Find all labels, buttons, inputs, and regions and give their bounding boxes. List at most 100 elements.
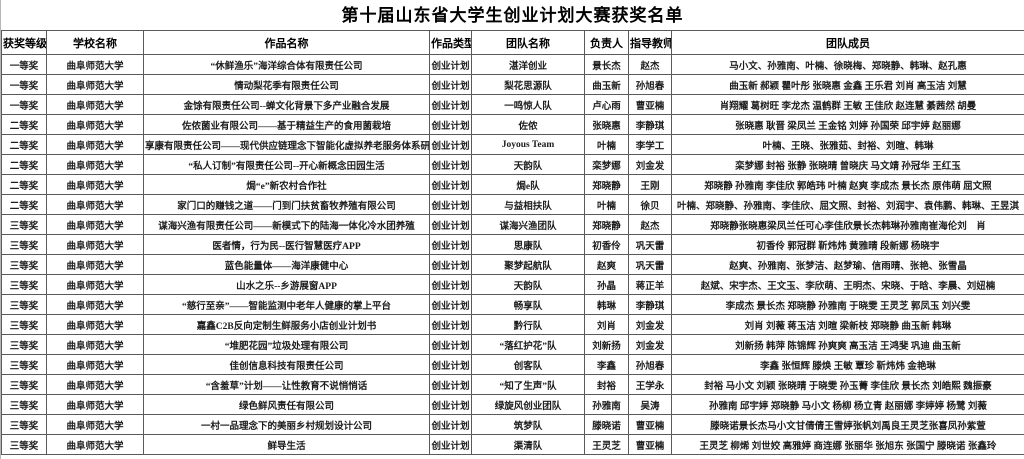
cell-award-level: 三等奖 — [1, 334, 47, 355]
table-row: 三等奖 曲阜师范大学 佳创信息科技有限责任公司 创业计划 创客队 李鑫 孙旭春 … — [1, 354, 1024, 375]
cell-award-level: 二等奖 — [1, 114, 47, 135]
cell-work-name: 一村一品理念下的美丽乡村规划设计公司 — [143, 414, 430, 435]
cell-advisor: 孙旭春 — [628, 354, 672, 375]
cell-award-level: 一等奖 — [1, 54, 47, 75]
cell-work-type: 创业计划 — [429, 114, 472, 135]
cell-team-name: 渠清队 — [471, 434, 585, 455]
cell-work-type: 创业计划 — [429, 434, 472, 455]
cell-leader: 刘肖 — [584, 314, 629, 335]
cell-team-name: 绿旋风创业团队 — [471, 394, 585, 415]
cell-school-name: 曲阜师范大学 — [46, 314, 144, 335]
cell-team-members: 张晓惠 耿晋 梁凤兰 王金铭 刘婷 孙国荣 邱宇婷 赵丽娜 — [671, 114, 1024, 135]
header-team-members: 团队成员 — [671, 30, 1024, 55]
header-row: 获奖等级 学校名称 作品名称 作品类型 团队名称 负责人 指导教师 团队成员 — [1, 30, 1024, 55]
table-row: 三等奖 曲阜师范大学 嘉鑫C2B反向定制生鲜服务小店创业计划书 创业计划 黔行队… — [1, 314, 1024, 335]
cell-award-level: 一等奖 — [1, 94, 47, 115]
cell-advisor: 李学工 — [628, 134, 672, 155]
cell-work-name: 鲜导生活 — [143, 434, 430, 455]
cell-award-level: 二等奖 — [1, 154, 47, 175]
cell-work-name: 家门口的赚钱之道——门到门扶贫畜牧养殖有限公司 — [143, 194, 430, 215]
cell-team-members: 王灵芝 柳烯 刘世姣 高雅婷 商连娜 张丽华 张旭东 张国宁 滕晓诺 张鑫玲 — [671, 434, 1024, 455]
cell-leader: 赵爽 — [584, 254, 629, 275]
cell-school-name: 曲阜师范大学 — [46, 114, 144, 135]
table-row: 二等奖 曲阜师范大学 家门口的赚钱之道——门到门扶贫畜牧养殖有限公司 创业计划 … — [1, 194, 1024, 215]
cell-work-name: 佳创信息科技有限责任公司 — [143, 354, 430, 375]
header-team-name: 团队名称 — [471, 30, 585, 55]
cell-school-name: 曲阜师范大学 — [46, 414, 144, 435]
cell-team-name: 焗e队 — [471, 174, 585, 195]
table-row: 三等奖 曲阜师范大学 一村一品理念下的美丽乡村规划设计公司 创业计划 筑梦队 滕… — [1, 414, 1024, 435]
cell-work-name: 金馀有限责任公司--蝉文化背景下多产业融合发展 — [143, 94, 430, 115]
cell-school-name: 曲阜师范大学 — [46, 234, 144, 255]
cell-team-members: 曲玉新 郝颖 瞿叶彤 张晓惠 金鑫 王乐君 刘肖 高玉洁 刘慧 — [671, 74, 1024, 95]
cell-team-name: 聚梦起航队 — [471, 254, 585, 275]
cell-school-name: 曲阜师范大学 — [46, 254, 144, 275]
page-title: 第十届山东省大学生创业计划大赛获奖名单 — [341, 6, 684, 25]
cell-school-name: 曲阜师范大学 — [46, 394, 144, 415]
cell-team-members: 赵斌、宋宇杰、王文玉、李欣萌、王明杰、宋晓、于晗、李晨、刘妞楠 — [671, 274, 1024, 295]
cell-work-type: 创业计划 — [429, 214, 472, 235]
cell-advisor: 孙旭春 — [628, 74, 672, 95]
cell-advisor: 曹亚楠 — [628, 414, 672, 435]
cell-leader: 郑晓静 — [584, 174, 629, 195]
cell-team-members: 郑晓静张晓惠梁凤兰任可心李佳欣景长杰韩琳孙雅南崔海伦刘 肖 — [671, 214, 1024, 235]
cell-team-name: 筑梦队 — [471, 414, 585, 435]
table-row: 三等奖 曲阜师范大学 鲜导生活 创业计划 渠清队 王灵芝 曹亚楠 王灵芝 柳烯 … — [1, 434, 1024, 455]
cell-work-name: 山水之乐--乡游展窗APP — [143, 274, 430, 295]
cell-school-name: 曲阜师范大学 — [46, 74, 144, 95]
cell-work-type: 创业计划 — [429, 54, 472, 75]
cell-work-type: 创业计划 — [429, 354, 472, 375]
cell-work-name: 医者情，行为民--医行智慧医疗APP — [143, 234, 430, 255]
cell-award-level: 一等奖 — [1, 74, 47, 95]
cell-leader: 郑晓静 — [584, 214, 629, 235]
table-row: 三等奖 曲阜师范大学 谋海兴渔有限责任公司——新模式下的陆海一体化冷水团养殖 创… — [1, 214, 1024, 235]
table-row: 一等奖 曲阜师范大学 “休鲜渔乐”海洋综合体有限责任公司 创业计划 湛洋创业 景… — [1, 54, 1024, 75]
header-leader: 负责人 — [584, 30, 629, 55]
cell-team-name: 与益相扶队 — [471, 194, 585, 215]
table-row: 三等奖 曲阜师范大学 蓝色能量体——海洋康健中心 创业计划 聚梦起航队 赵爽 巩… — [1, 254, 1024, 275]
cell-team-members: 刘肖 刘薇 蒋玉洁 刘暄 梁新枝 郑晓静 曲玉新 韩琳 — [671, 314, 1024, 335]
cell-award-level: 三等奖 — [1, 254, 47, 275]
cell-advisor: 李静琪 — [628, 294, 672, 315]
table-row: 一等奖 曲阜师范大学 金馀有限责任公司--蝉文化背景下多产业融合发展 创业计划 … — [1, 94, 1024, 115]
cell-work-type: 创业计划 — [429, 314, 472, 335]
cell-work-name: 焗“e”新农村合作社 — [143, 174, 430, 195]
cell-advisor: 刘金发 — [628, 334, 672, 355]
cell-school-name: 曲阜师范大学 — [46, 54, 144, 75]
cell-work-type: 创业计划 — [429, 334, 472, 355]
table-row: 二等奖 曲阜师范大学 “私人订制”有限责任公司--开心新概念田园生活 创业计划 … — [1, 154, 1024, 175]
cell-team-members: 孙雅南 邱宇婷 郑晓静 马小文 杨柳 杨立青 赵丽娜 李婷婷 杨鹭 刘薇 — [671, 394, 1024, 415]
cell-award-level: 三等奖 — [1, 234, 47, 255]
cell-award-level: 三等奖 — [1, 214, 47, 235]
cell-advisor: 李静琪 — [628, 114, 672, 135]
cell-team-members: 刘新扬 韩萍 陈锦辉 孙爽爽 高玉洁 王鸿斐 巩迪 曲玉新 — [671, 334, 1024, 355]
cell-team-name: 佐侬 — [471, 114, 585, 135]
cell-work-type: 创业计划 — [429, 154, 472, 175]
table-row: 一等奖 曲阜师范大学 情动梨花季有限责任公司 创业计划 梨花思源队 曲玉新 孙旭… — [1, 74, 1024, 95]
cell-advisor: 赵杰 — [628, 214, 672, 235]
cell-advisor: 徐贝 — [628, 194, 672, 215]
cell-team-members: 马小文、孙雅南、叶楠、徐晓梅、郑晓静、韩琳、赵孔惠 — [671, 54, 1024, 75]
table-header: 获奖等级 学校名称 作品名称 作品类型 团队名称 负责人 指导教师 团队成员 — [1, 30, 1024, 55]
cell-team-name: 黔行队 — [471, 314, 585, 335]
cell-advisor: 曹亚楠 — [628, 434, 672, 455]
cell-team-name: 天韵队 — [471, 154, 585, 175]
cell-team-name: Joyous Team — [471, 134, 585, 155]
cell-team-members: 叶楠、王晓、张雅茹、封裕、刘暄、韩琳 — [671, 134, 1024, 155]
cell-work-name: 情动梨花季有限责任公司 — [143, 74, 430, 95]
cell-team-name: 思康队 — [471, 234, 585, 255]
cell-work-name: “私人订制”有限责任公司--开心新概念田园生活 — [143, 154, 430, 175]
cell-work-type: 创业计划 — [429, 134, 472, 155]
cell-work-name: 佐侬菌业有限公司——基于精益生产的食用菌栽培 — [143, 114, 430, 135]
cell-team-name: 天韵队 — [471, 274, 585, 295]
cell-work-type: 创业计划 — [429, 274, 472, 295]
cell-award-level: 二等奖 — [1, 194, 47, 215]
table-row: 三等奖 曲阜师范大学 “堆肥花园”垃圾处理有限公司 创业计划 “落红护花”队 刘… — [1, 334, 1024, 355]
cell-leader: 李鑫 — [584, 354, 629, 375]
table-row: 三等奖 曲阜师范大学 山水之乐--乡游展窗APP 创业计划 天韵队 孙晶 蒋正羊… — [1, 274, 1024, 295]
cell-leader: 叶楠 — [584, 134, 629, 155]
cell-work-type: 创业计划 — [429, 194, 472, 215]
cell-school-name: 曲阜师范大学 — [46, 274, 144, 295]
header-work-name: 作品名称 — [143, 30, 430, 55]
